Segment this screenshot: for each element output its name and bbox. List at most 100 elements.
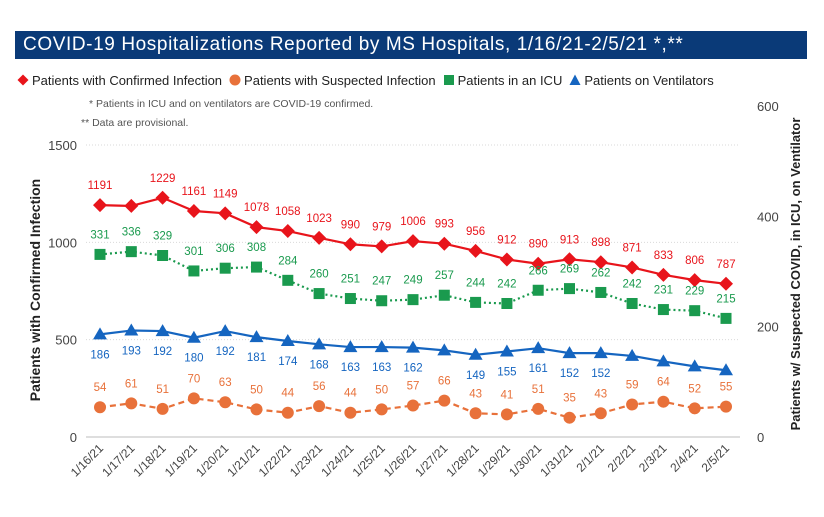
- data-point-triangle: [562, 346, 577, 359]
- data-label: 41: [501, 389, 514, 401]
- data-point-circle: [94, 401, 106, 414]
- legend-label: Patients on Ventilators: [584, 72, 714, 88]
- data-point-circle: [532, 402, 545, 415]
- data-label: 44: [344, 388, 357, 400]
- y-right-tick-label: 0: [757, 430, 764, 445]
- data-point-triangle: [719, 363, 733, 376]
- data-label: 1023: [306, 213, 332, 225]
- data-point-triangle: [406, 340, 420, 353]
- legend-item-confirmed[interactable]: Patients with Confirmed Infection: [17, 73, 222, 88]
- data-point-circle: [594, 407, 607, 420]
- data-point-square: [251, 261, 262, 273]
- data-label: 66: [438, 376, 451, 388]
- data-point-circle: [250, 403, 263, 416]
- data-point-circle: [407, 399, 419, 412]
- square-marker-icon: [443, 75, 454, 85]
- y-right-axis-title: Patients w/ Suspected COVID, in ICU, on …: [788, 118, 803, 431]
- data-label: 231: [654, 285, 673, 297]
- data-point-diamond: [593, 255, 608, 270]
- data-label: 1078: [244, 202, 270, 214]
- diamond-marker-icon: [17, 74, 29, 86]
- data-label: 251: [341, 274, 360, 286]
- circle-marker-icon: [229, 74, 241, 86]
- y-left-tick-label: 500: [55, 333, 77, 348]
- data-label: 54: [94, 382, 107, 394]
- data-label: 1229: [150, 173, 176, 185]
- data-point-square: [438, 289, 450, 301]
- data-label: 979: [372, 221, 391, 233]
- x-tick-label: 2/3/21: [636, 441, 670, 475]
- data-point-diamond: [468, 243, 483, 258]
- legend-item-icu[interactable]: Patients in an ICU: [443, 72, 563, 88]
- data-point-square: [595, 286, 607, 298]
- data-point-diamond: [280, 224, 295, 239]
- data-label: 1161: [182, 186, 207, 198]
- data-label: 833: [654, 250, 673, 262]
- data-point-square: [657, 304, 669, 316]
- data-label: 64: [657, 377, 670, 389]
- data-label: 1006: [400, 216, 426, 228]
- data-point-triangle: [280, 334, 295, 347]
- data-point-square: [501, 297, 513, 309]
- data-point-circle: [469, 407, 482, 420]
- data-label: 242: [623, 278, 642, 290]
- data-label: 912: [497, 234, 516, 246]
- data-label: 1191: [88, 180, 113, 192]
- data-point-triangle: [155, 324, 170, 337]
- data-label: 50: [250, 384, 263, 396]
- data-label: 1058: [275, 206, 301, 218]
- data-point-square: [376, 295, 388, 307]
- x-tick-label: 1/24/21: [318, 441, 356, 479]
- data-point-triangle: [93, 327, 107, 340]
- data-point-square: [470, 296, 482, 308]
- series-line: [99, 397, 727, 419]
- data-label: 306: [216, 243, 235, 255]
- data-label: 161: [529, 363, 548, 375]
- x-tick-label: 2/2/21: [605, 441, 639, 475]
- data-point-circle: [500, 408, 513, 421]
- data-point-triangle: [499, 344, 514, 357]
- legend-label: Patients with Suspected Infection: [244, 72, 436, 88]
- data-label: 993: [435, 219, 454, 231]
- series-line: [99, 250, 727, 320]
- data-point-square: [313, 288, 325, 300]
- x-tick-label: 1/25/21: [350, 441, 388, 479]
- data-point-circle: [219, 396, 232, 409]
- data-point-square: [188, 265, 200, 277]
- data-point-diamond: [625, 260, 640, 275]
- data-point-square: [125, 246, 137, 258]
- data-point-triangle: [312, 337, 327, 350]
- y-left-tick-label: 0: [70, 430, 77, 445]
- data-point-circle: [344, 406, 357, 419]
- title-bar: COVID-19 Hospitalizations Reported by MS…: [15, 31, 807, 59]
- x-tick-label: 1/17/21: [99, 441, 137, 479]
- data-point-circle: [375, 403, 388, 416]
- data-label: 269: [560, 264, 579, 276]
- data-point-triangle: [186, 330, 201, 343]
- x-tick-label: 1/21/21: [224, 441, 262, 479]
- legend-item-suspected[interactable]: Patients with Suspected Infection: [229, 73, 436, 88]
- data-point-square: [282, 274, 294, 286]
- legend-label: Patients in an ICU: [457, 72, 563, 88]
- legend-item-ventilators[interactable]: Patients on Ventilators: [569, 72, 714, 88]
- x-tick-label: 1/31/21: [537, 441, 575, 479]
- data-label: 61: [125, 378, 138, 390]
- data-point-circle: [313, 400, 326, 413]
- data-label: 51: [156, 384, 169, 396]
- data-point-circle: [657, 395, 670, 408]
- data-point-diamond: [656, 267, 671, 282]
- data-point-triangle: [249, 330, 264, 343]
- data-point-triangle: [374, 340, 389, 353]
- x-tick-label: 1/20/21: [193, 441, 231, 479]
- data-label: 35: [563, 393, 576, 405]
- data-point-circle: [626, 398, 639, 411]
- data-label: 70: [188, 373, 201, 385]
- data-label: 890: [529, 239, 548, 251]
- data-label: 180: [184, 353, 203, 365]
- data-point-circle: [125, 397, 138, 410]
- x-tick-label: 1/30/21: [506, 441, 544, 479]
- y-left-tick-label: 1500: [48, 138, 77, 153]
- legend: Patients with Confirmed Infection Patien…: [17, 70, 721, 90]
- data-label: 51: [532, 384, 545, 396]
